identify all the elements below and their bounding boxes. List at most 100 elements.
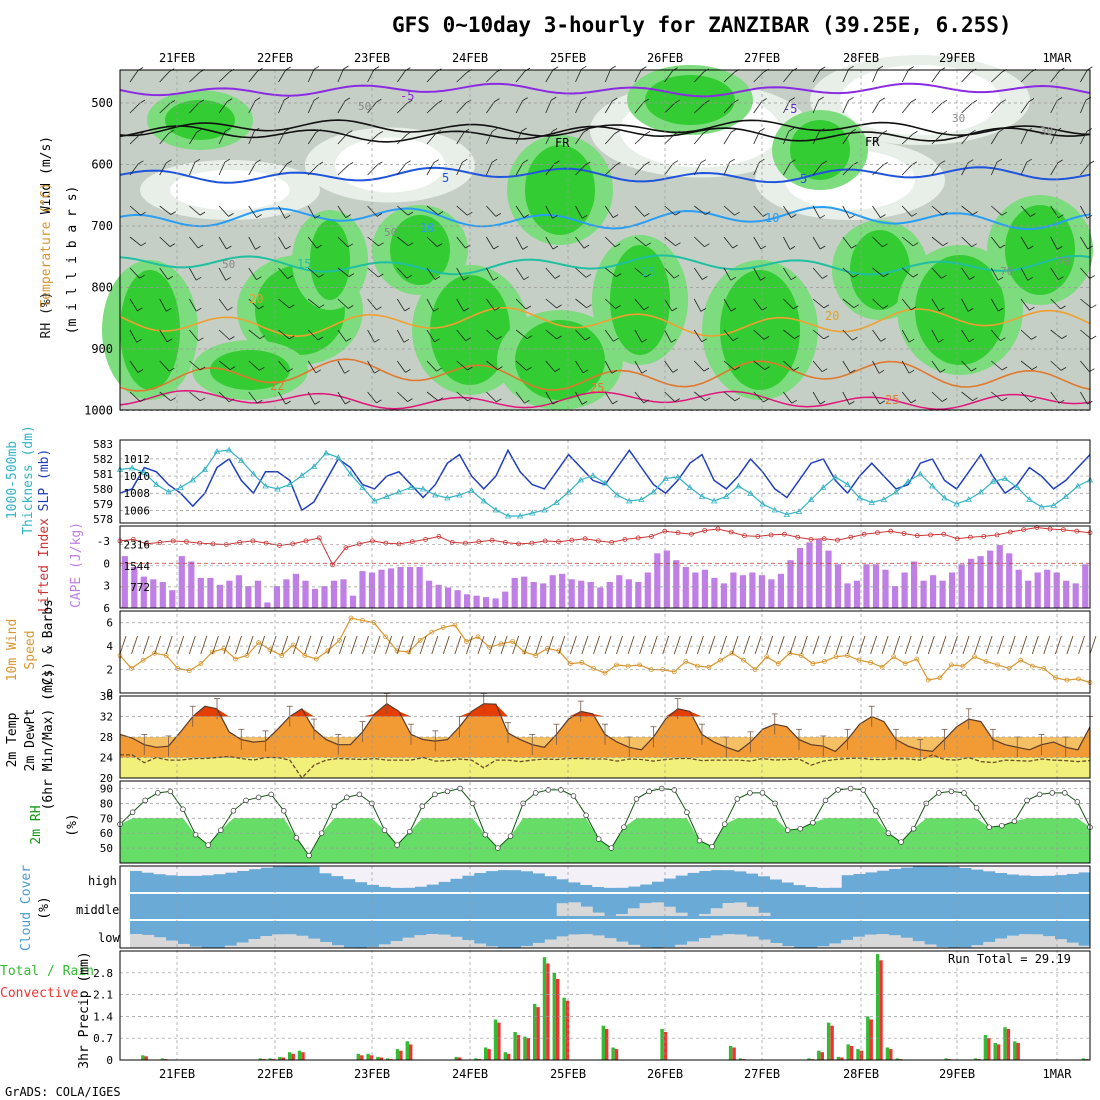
upper-wind-barb	[307, 132, 317, 145]
upper-wind-barb-flag	[704, 243, 710, 248]
upper-wind-barb	[515, 162, 524, 176]
cloud-high-block	[1007, 866, 1020, 875]
lifted-index-point	[715, 526, 721, 532]
lifted-index-point	[1074, 528, 1080, 534]
rh2m-point	[684, 809, 690, 816]
wind10-barb	[292, 635, 300, 655]
lifted-index-point	[689, 531, 694, 537]
li-tick--3: -3	[97, 535, 110, 548]
thickness-point	[856, 494, 863, 501]
upper-wind-barb	[604, 267, 617, 277]
lifted-index-point	[821, 536, 827, 542]
upper-wind-barb-flag	[224, 158, 231, 163]
precip-total-bar	[474, 1058, 478, 1060]
precip-total-bar	[875, 954, 880, 1060]
cape-bar	[292, 573, 299, 608]
upper-wind-barb	[159, 103, 171, 114]
rh2m-point	[1049, 790, 1055, 796]
upper-wind-barb-flag	[347, 243, 354, 248]
wind10-speed-point	[1006, 666, 1012, 671]
upper-wind-barb	[634, 101, 645, 114]
thickness-point	[807, 496, 815, 502]
upper-wind-barb	[1050, 329, 1062, 339]
rh2m-point	[155, 790, 161, 796]
panel-frame-rh	[119, 780, 1091, 864]
upper-wind-barb-flag	[285, 400, 291, 405]
upper-wind-barb	[664, 205, 676, 216]
upper-wind-barb-flag	[314, 401, 321, 405]
wind10-barb	[188, 635, 196, 655]
contour-label-12: 25	[885, 393, 899, 407]
cloud-high-block	[165, 866, 178, 876]
cloud-low-block	[390, 941, 404, 948]
precip-total-bar	[366, 1053, 370, 1060]
rh2m-point	[646, 788, 652, 795]
upper-wind-barb-flag	[166, 307, 172, 312]
precip-total-bar	[376, 1056, 380, 1060]
upper-tick-600: 600	[91, 158, 113, 172]
upper-wind-barb-flag	[1089, 275, 1095, 279]
rh2m-point	[444, 788, 451, 795]
upper-wind-barb	[990, 298, 999, 312]
upper-wind-barb-flag	[259, 335, 266, 340]
rh2m-point	[973, 805, 980, 811]
upper-wind-barb-flag	[404, 307, 410, 312]
cape-bar	[892, 586, 899, 608]
wind10-barb	[766, 635, 774, 655]
upper-wind-barb	[1050, 236, 1058, 250]
upper-wind-barb-flag	[970, 129, 976, 134]
upper-wind-barb	[218, 360, 231, 370]
upper-wind-barb-flag	[1090, 335, 1097, 340]
upper-wind-barb	[486, 267, 494, 281]
precip-tick-0: 0	[106, 1054, 113, 1067]
precip-total-bar	[141, 1055, 145, 1060]
cape-bar	[673, 560, 680, 608]
cloud-high-block	[781, 866, 795, 883]
precip-conv-bar	[849, 1046, 854, 1060]
rh2m-point	[344, 794, 350, 801]
thickness-point	[286, 481, 293, 487]
upper-wind-barb	[723, 102, 734, 114]
cloud-high-block	[556, 866, 570, 880]
lifted-index-point	[463, 540, 468, 546]
isotherm-contour-6	[119, 307, 1091, 338]
precip-conv-bar	[605, 1028, 609, 1060]
upper-wind-barb	[694, 360, 705, 372]
upper-wind-barb-flag	[1057, 246, 1063, 250]
upper-wind-barb-flag	[403, 338, 410, 343]
lifted-index-point	[914, 533, 920, 539]
upper-wind-barb	[604, 360, 613, 374]
cape-bar	[616, 575, 623, 608]
upper-wind-barb	[694, 236, 705, 247]
upper-wind-barb-flag	[554, 368, 561, 372]
upper-wind-barb-flag	[942, 211, 948, 216]
precip-conv-bar	[369, 1055, 374, 1060]
thickness-point	[662, 475, 669, 481]
cape-bar	[273, 586, 280, 608]
upper-wind-barb	[218, 236, 227, 250]
upper-wind-barb	[872, 68, 879, 83]
upper-wind-barb-flag	[910, 306, 917, 311]
upper-wind-barb	[337, 360, 345, 374]
cape-bar	[682, 567, 689, 608]
cloud-middle-block	[568, 902, 581, 916]
rh2m-point	[293, 834, 300, 841]
upper-wind-barb	[337, 236, 349, 248]
cloud-high-block	[734, 866, 747, 872]
cape-bar	[159, 582, 166, 608]
precip-total-bar	[454, 1056, 458, 1060]
temp-tick-24: 24	[100, 752, 114, 765]
upper-wind-barb	[812, 391, 821, 405]
thickness-tick-580: 580	[93, 483, 113, 496]
upper-wind-barb	[901, 164, 913, 176]
upper-wind-barb	[1020, 162, 1028, 176]
wind10-barb	[789, 635, 797, 655]
upper-wind-barb-flag	[315, 369, 322, 374]
wind10-barb	[500, 635, 508, 655]
cloud-low-block	[912, 941, 925, 948]
precip-conv-bar	[840, 1057, 844, 1060]
cape-bar	[977, 556, 984, 608]
thickness-label-1: 1000-500mb	[5, 441, 20, 519]
upper-wind-barb-flag	[760, 245, 767, 250]
upper-wind-barb-flag	[997, 276, 1004, 281]
